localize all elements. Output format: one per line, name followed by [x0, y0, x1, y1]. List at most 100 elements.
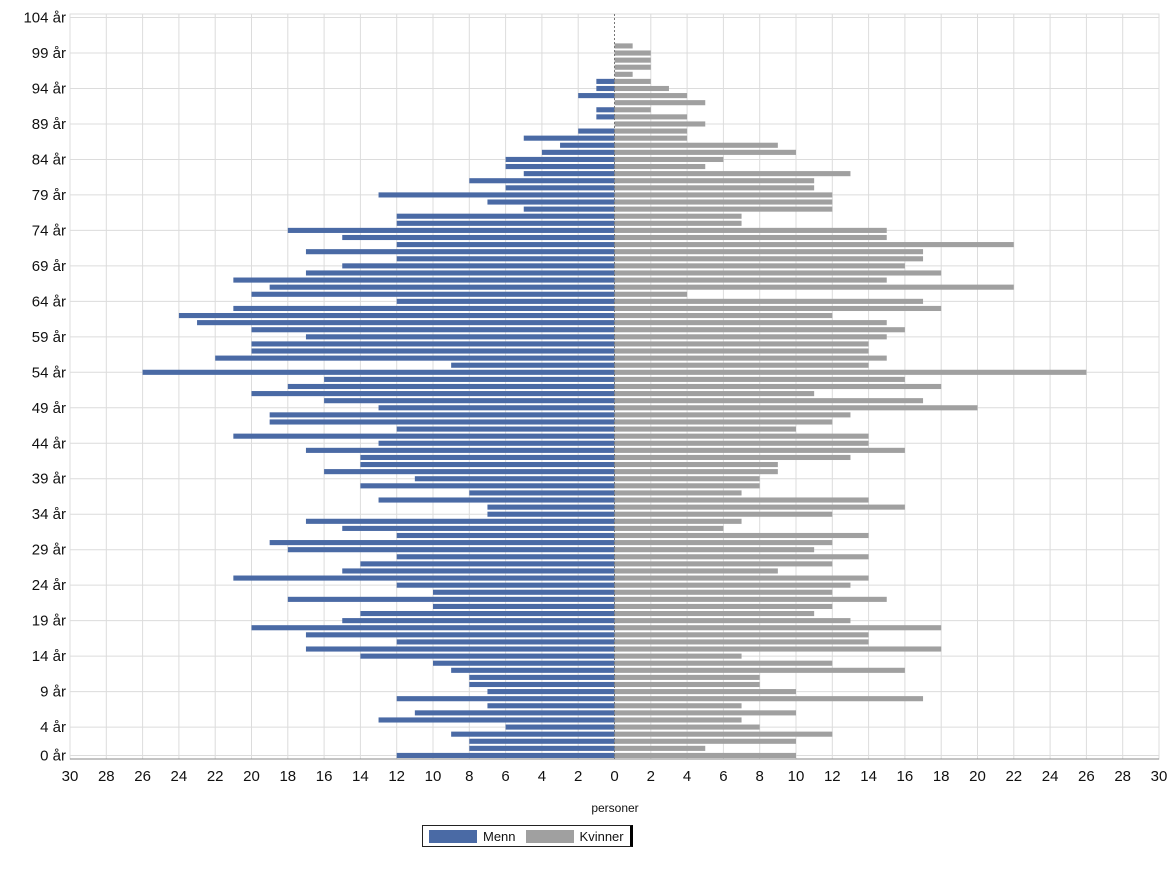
x-tick-label: 20 [243, 768, 260, 785]
bar-menn-age-30 [269, 540, 615, 546]
bar-kvinner-age-2 [614, 738, 796, 744]
bar-kvinner-age-79 [614, 192, 833, 198]
bar-menn-age-61 [197, 320, 615, 326]
y-tick-label: 14 år [32, 648, 66, 665]
bar-menn-age-35 [487, 504, 615, 510]
bar-kvinner-age-83 [614, 163, 706, 170]
bar-menn-age-91 [596, 107, 615, 113]
bar-menn-age-28 [396, 554, 615, 560]
y-tick-label: 0 år [40, 747, 66, 764]
bar-kvinner-age-97 [614, 64, 651, 70]
bar-menn-age-27 [360, 561, 615, 567]
y-tick-label: 44 år [32, 435, 66, 452]
y-tick-label: 19 år [32, 613, 66, 630]
bar-kvinner-age-82 [614, 171, 851, 177]
bar-kvinner-age-74 [614, 227, 887, 233]
y-tick-label: 24 år [32, 577, 66, 594]
bar-kvinner-age-68 [614, 270, 942, 276]
bar-menn-age-9 [487, 689, 615, 695]
bar-kvinner-age-41 [614, 461, 778, 468]
bar-menn-age-25 [233, 575, 615, 581]
bar-kvinner-age-11 [614, 674, 760, 680]
bar-kvinner-age-57 [614, 348, 869, 354]
bar-menn-age-55 [451, 362, 615, 368]
bar-menn-age-20 [360, 610, 615, 617]
bar-kvinner-age-77 [614, 206, 833, 212]
bar-kvinner-age-48 [614, 412, 851, 418]
y-tick-label: 29 år [32, 542, 66, 559]
x-tick-label: 14 [860, 768, 877, 785]
bar-menn-age-6 [414, 710, 615, 716]
bar-menn-age-60 [251, 327, 615, 333]
legend-item-kvinner: Kvinner [525, 829, 624, 844]
x-tick-label: 16 [316, 768, 333, 785]
bar-kvinner-age-71 [614, 249, 924, 255]
bar-menn-age-87 [523, 135, 615, 141]
bar-kvinner-age-6 [614, 710, 796, 716]
x-tick-label: 12 [388, 768, 405, 785]
bar-menn-age-85 [541, 149, 615, 155]
bar-menn-age-65 [251, 291, 615, 297]
bar-menn-age-15 [305, 646, 615, 652]
bar-menn-age-82 [523, 171, 615, 177]
bar-menn-age-11 [469, 674, 615, 680]
x-tick-label: 6 [719, 768, 727, 785]
bar-kvinner-age-44 [614, 440, 869, 446]
bar-menn-age-86 [560, 142, 615, 148]
bar-kvinner-age-12 [614, 667, 905, 673]
bar-kvinner-age-24 [614, 582, 851, 588]
y-tick-label: 4 år [40, 719, 66, 736]
bar-kvinner-age-66 [614, 284, 1014, 290]
bar-menn-age-79 [378, 192, 615, 198]
bar-menn-age-62 [178, 312, 615, 319]
bars [142, 43, 1087, 759]
bar-kvinner-age-47 [614, 419, 833, 425]
bar-kvinner-age-25 [614, 575, 869, 581]
bar-menn-age-3 [451, 731, 615, 737]
bar-kvinner-age-92 [614, 100, 706, 106]
bar-kvinner-age-81 [614, 178, 815, 184]
bar-menn-age-58 [251, 341, 615, 347]
bar-kvinner-age-65 [614, 291, 688, 297]
bar-kvinner-age-67 [614, 277, 887, 283]
bar-kvinner-age-1 [614, 745, 706, 751]
bar-kvinner-age-16 [614, 639, 869, 645]
bar-kvinner-age-72 [614, 242, 1014, 248]
bar-menn-age-84 [505, 156, 615, 163]
x-axis-title: personer [591, 801, 638, 815]
bar-menn-age-33 [305, 518, 615, 524]
bar-kvinner-age-73 [614, 234, 887, 241]
bar-menn-age-78 [487, 199, 615, 205]
y-tick-label: 54 år [32, 364, 66, 381]
bar-menn-age-57 [251, 348, 615, 354]
bar-kvinner-age-30 [614, 540, 833, 546]
bar-menn-age-80 [505, 185, 615, 191]
x-tick-label: 18 [933, 768, 950, 785]
bar-menn-age-17 [305, 632, 615, 638]
bar-menn-age-46 [396, 426, 615, 432]
bar-kvinner-age-43 [614, 447, 905, 453]
bar-kvinner-age-31 [614, 532, 869, 539]
y-tick-label: 64 år [32, 293, 66, 310]
x-tick-label: 28 [1114, 768, 1131, 785]
bar-menn-age-41 [360, 461, 615, 468]
legend-swatch-menn [429, 829, 477, 843]
bar-kvinner-age-96 [614, 71, 633, 77]
x-tick-label: 14 [352, 768, 369, 785]
bar-kvinner-age-23 [614, 589, 833, 595]
bar-kvinner-age-9 [614, 689, 796, 695]
bar-kvinner-age-93 [614, 93, 688, 99]
bar-menn-age-69 [342, 263, 615, 269]
bar-kvinner-age-39 [614, 476, 760, 482]
bar-kvinner-age-62 [614, 312, 833, 319]
bar-kvinner-age-42 [614, 454, 851, 461]
bar-menn-age-24 [396, 582, 615, 588]
bar-menn-age-90 [596, 114, 615, 120]
bar-kvinner-age-76 [614, 213, 742, 219]
x-tick-label: 22 [207, 768, 224, 785]
bar-menn-age-42 [360, 454, 615, 461]
legend-item-menn: Menn [429, 829, 516, 844]
bar-kvinner-age-59 [614, 334, 887, 340]
bar-menn-age-16 [396, 639, 615, 645]
